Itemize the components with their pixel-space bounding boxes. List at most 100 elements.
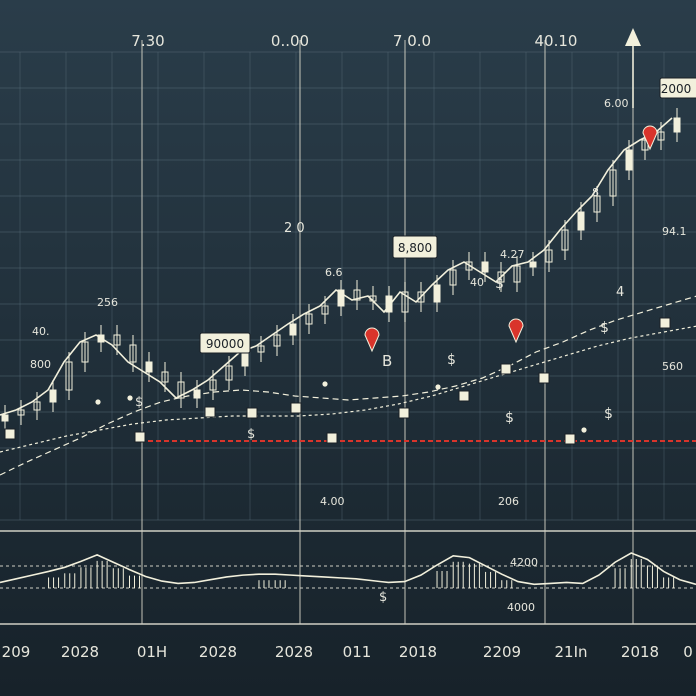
candle-body	[17, 409, 25, 416]
annotation: 2 0	[284, 221, 305, 236]
candle-body	[225, 365, 233, 381]
data-square-marker	[326, 432, 338, 444]
series-line	[0, 117, 673, 416]
data-square-marker	[204, 406, 216, 418]
candle-body	[529, 261, 537, 268]
bottom-tick-label: 21In	[554, 643, 587, 661]
candle-body	[401, 291, 409, 313]
red-pin-marker	[364, 327, 380, 353]
annotation: 256	[97, 296, 118, 309]
bottom-tick-label: 0	[683, 643, 693, 661]
annotation: $	[604, 406, 613, 422]
candle-body	[289, 323, 297, 336]
candle-body	[673, 117, 681, 133]
data-square-marker	[134, 431, 146, 443]
annotation: $	[379, 590, 387, 605]
annotation: 4.27	[500, 248, 525, 261]
annotation: 4200	[510, 556, 538, 569]
bottom-tick-label: 2018	[621, 643, 659, 661]
price-callout-box: 2000	[659, 77, 696, 99]
data-square-marker	[398, 407, 410, 419]
candle-body	[177, 381, 185, 399]
annotation: 40.	[32, 325, 50, 338]
red-pin-marker	[508, 318, 524, 344]
candle-body	[145, 361, 153, 373]
data-square-marker	[538, 372, 550, 384]
candle-body	[161, 371, 169, 383]
annotation: 40	[470, 276, 484, 289]
trend-lines	[0, 117, 696, 476]
data-dot	[435, 384, 441, 390]
bottom-tick-label: 011	[343, 643, 372, 661]
data-dot	[95, 399, 101, 405]
price-callout-text: 8,800	[398, 241, 432, 255]
candle-body	[449, 269, 457, 286]
candle-body	[65, 361, 73, 391]
candle-body	[385, 295, 393, 313]
candle-body	[81, 341, 89, 363]
candle-body	[129, 344, 137, 363]
data-square-marker	[246, 407, 258, 419]
top-tick-label: 0..00	[271, 32, 309, 50]
top-tick-label: 7.30	[131, 32, 164, 50]
annotation: $	[135, 395, 143, 410]
annotation: $	[600, 320, 609, 336]
candle-body	[49, 389, 57, 403]
candle-body	[209, 379, 217, 391]
candle-body	[497, 271, 505, 283]
data-square-marker	[458, 390, 470, 402]
oscillator-line	[0, 552, 696, 586]
annotations: 6.00 2 0 6.6 4.27 40 $ 8 4 $ 94.1 256 40…	[30, 97, 687, 614]
candle-body	[241, 351, 249, 367]
candle-body	[273, 334, 281, 347]
candle-body	[481, 261, 489, 273]
bottom-axis-labels: 209 2028 01H 2028 2028 011 2018 2209 21I…	[2, 643, 693, 661]
candle-body	[609, 169, 617, 197]
annotation: 94.1	[662, 225, 687, 238]
data-square-marker	[4, 428, 16, 440]
price-callout-box: 90000	[199, 332, 251, 354]
top-axis-labels: 7.30 0..00 7 0.0 40.10	[131, 32, 577, 50]
red-pin-marker	[642, 125, 658, 151]
bottom-tick-label: 01H	[137, 643, 167, 661]
data-square-marker	[564, 433, 576, 445]
data-dot	[581, 427, 587, 433]
candle-body	[353, 289, 361, 301]
data-square-marker	[290, 402, 302, 414]
data-square-marker	[659, 317, 671, 329]
annotation: $	[495, 276, 504, 292]
annotation: 6.6	[325, 266, 343, 279]
up-arrow	[625, 28, 641, 108]
series-line	[0, 295, 696, 476]
candle-body	[1, 414, 9, 422]
price-callout-text: 90000	[206, 337, 244, 351]
annotation: 800	[30, 358, 51, 371]
candle-body	[417, 291, 425, 303]
bottom-tick-label: 2028	[199, 643, 237, 661]
markers	[4, 125, 671, 445]
candle-body	[657, 131, 665, 141]
candle-body	[561, 229, 569, 251]
bottom-tick-label: 2028	[61, 643, 99, 661]
bottom-tick-label: 2028	[275, 643, 313, 661]
candle-body	[257, 345, 265, 353]
annotation: 560	[662, 360, 683, 373]
candle-body	[337, 289, 345, 307]
candle-body	[321, 305, 329, 315]
price-callouts: 2000 8,800 90000	[199, 77, 696, 354]
annotation: 4.00	[320, 495, 345, 508]
candle-body	[33, 401, 41, 411]
top-tick-label: 40.10	[535, 32, 578, 50]
price-callout-text: 2000	[661, 82, 692, 96]
candle-body	[577, 211, 585, 231]
data-dot	[127, 395, 133, 401]
candle-body	[513, 265, 521, 283]
oscillator	[0, 552, 696, 588]
annotation: 4	[616, 285, 624, 300]
bottom-tick-label: 209	[2, 643, 31, 661]
candle-body	[433, 284, 441, 303]
annotation: 6.00	[604, 97, 629, 110]
bottom-tick-label: 2209	[483, 643, 521, 661]
